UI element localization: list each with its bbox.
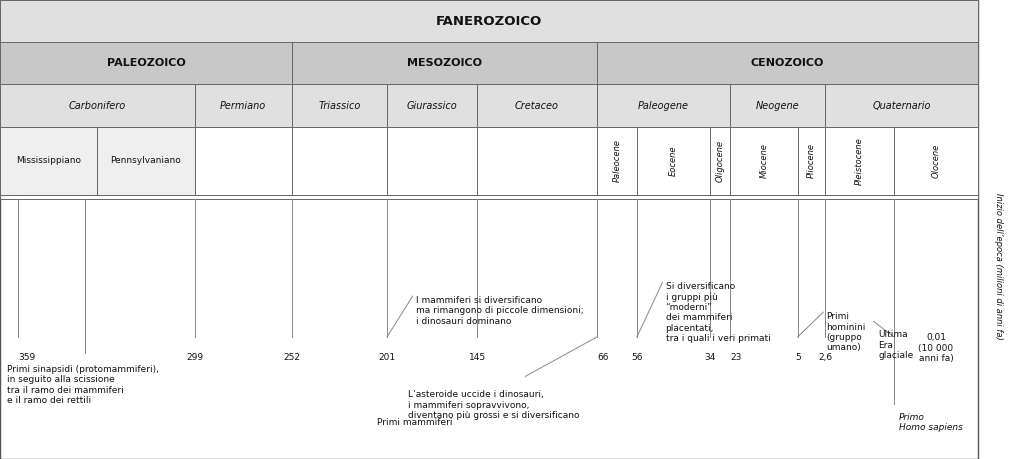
Text: Olocene: Olocene [932, 144, 940, 178]
Text: Cretaceo: Cretaceo [515, 101, 559, 111]
Text: Paleocene: Paleocene [612, 139, 622, 182]
Text: Primo
Homo sapiens: Primo Homo sapiens [899, 413, 963, 432]
Bar [0, 195, 978, 199]
Text: 23: 23 [730, 353, 741, 362]
Text: 34: 34 [703, 353, 716, 362]
Text: CENOZOICO: CENOZOICO [751, 58, 824, 68]
Text: Si diversificano
i gruppi più
“moderni”
dei mammiferi
placentati,
tra i quali i : Si diversificano i gruppi più “moderni” … [666, 282, 770, 343]
Bar [0, 0, 978, 42]
Text: Pennsylvaniano: Pennsylvaniano [111, 156, 181, 165]
Bar [387, 84, 477, 127]
Text: Primi mammiferi: Primi mammiferi [377, 418, 453, 427]
Bar [477, 127, 597, 195]
Text: Oligocene: Oligocene [716, 140, 724, 182]
Text: Permiano: Permiano [220, 101, 266, 111]
Text: PALEOZOICO: PALEOZOICO [106, 58, 185, 68]
Text: Paleogene: Paleogene [638, 101, 689, 111]
Bar [637, 127, 710, 195]
Bar [195, 84, 292, 127]
Text: 145: 145 [469, 353, 485, 362]
Text: 2,6: 2,6 [818, 353, 833, 362]
Text: Mississippiano: Mississippiano [16, 156, 81, 165]
Text: 299: 299 [186, 353, 203, 362]
Bar [894, 127, 978, 195]
Text: 201: 201 [379, 353, 395, 362]
Text: Primi
hominini
(gruppo
umano): Primi hominini (gruppo umano) [826, 312, 865, 353]
Text: Miocene: Miocene [760, 143, 768, 178]
Bar [825, 127, 894, 195]
Text: Pleistocene: Pleistocene [855, 137, 864, 185]
Text: 5: 5 [795, 353, 801, 362]
Text: 252: 252 [284, 353, 300, 362]
Bar [710, 127, 730, 195]
Bar [597, 42, 978, 84]
Text: 0,01
(10 000
anni fa): 0,01 (10 000 anni fa) [919, 334, 953, 363]
Text: MESOZOICO: MESOZOICO [407, 58, 482, 68]
Text: Ultima
Era
glaciale: Ultima Era glaciale [879, 330, 913, 360]
Text: 56: 56 [631, 353, 643, 362]
Bar [730, 127, 798, 195]
Bar [597, 127, 637, 195]
Text: Triassico: Triassico [318, 101, 360, 111]
Text: Pliocene: Pliocene [807, 143, 816, 178]
Bar [597, 84, 730, 127]
Bar [97, 127, 195, 195]
Text: L’asteroide uccide i dinosauri,
i mammiferi sopravvivono,
diventano più grossi e: L’asteroide uccide i dinosauri, i mammif… [408, 390, 579, 420]
Bar [0, 42, 292, 84]
Bar [730, 84, 825, 127]
Text: 66: 66 [597, 353, 608, 362]
Bar [825, 84, 978, 127]
Bar [798, 127, 825, 195]
Text: Neogene: Neogene [756, 101, 800, 111]
Text: Giurassico: Giurassico [407, 101, 458, 111]
Bar [292, 42, 597, 84]
Bar [292, 127, 387, 195]
Text: FANEROZOICO: FANEROZOICO [436, 15, 542, 28]
Bar [0, 127, 97, 195]
Text: Quaternario: Quaternario [872, 101, 931, 111]
Text: Primi sinapsidi (protomammiferi),
in seguito alla scissione
tra il ramo dei mamm: Primi sinapsidi (protomammiferi), in seg… [7, 365, 159, 405]
Bar [477, 84, 597, 127]
Bar [195, 127, 292, 195]
Bar [387, 127, 477, 195]
Bar [0, 84, 195, 127]
Text: Eocene: Eocene [669, 146, 678, 176]
Text: 359: 359 [18, 353, 36, 362]
Text: I mammiferi si diversificano
ma rimangono di piccole dimensioni;
i dinosauri dom: I mammiferi si diversificano ma rimangon… [416, 296, 584, 326]
Bar [292, 84, 387, 127]
Text: Carbonifero: Carbonifero [69, 101, 126, 111]
Text: Inizio dell’epoca (milioni di anni fa): Inizio dell’epoca (milioni di anni fa) [994, 193, 1002, 340]
